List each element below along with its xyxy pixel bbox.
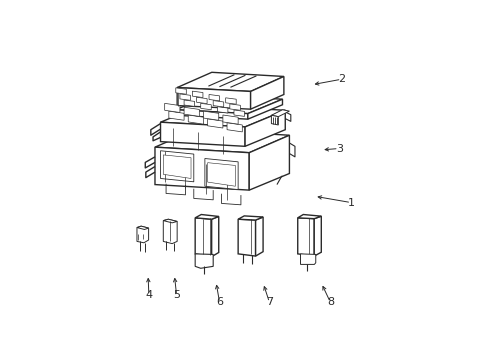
Polygon shape (164, 103, 180, 112)
Polygon shape (180, 94, 190, 100)
Text: 3: 3 (335, 144, 342, 153)
Polygon shape (192, 91, 203, 98)
Polygon shape (196, 97, 207, 104)
Polygon shape (177, 72, 284, 91)
Polygon shape (300, 254, 315, 264)
Polygon shape (271, 110, 289, 117)
Polygon shape (188, 115, 203, 124)
Polygon shape (137, 226, 148, 243)
Polygon shape (211, 216, 218, 257)
Polygon shape (226, 123, 242, 132)
Polygon shape (238, 219, 255, 256)
Polygon shape (217, 107, 227, 113)
Text: 8: 8 (327, 297, 334, 307)
Polygon shape (175, 110, 247, 119)
Polygon shape (177, 87, 250, 109)
Polygon shape (297, 215, 321, 219)
Polygon shape (175, 95, 282, 114)
Polygon shape (255, 217, 263, 256)
Polygon shape (271, 115, 278, 125)
Polygon shape (208, 94, 219, 101)
Polygon shape (195, 254, 213, 268)
Polygon shape (223, 115, 238, 124)
Polygon shape (183, 100, 194, 107)
Polygon shape (314, 216, 321, 256)
Polygon shape (175, 88, 186, 94)
Polygon shape (163, 219, 177, 223)
Polygon shape (233, 110, 244, 116)
Text: 2: 2 (338, 74, 345, 84)
Polygon shape (297, 218, 314, 256)
Polygon shape (160, 122, 244, 146)
Polygon shape (207, 163, 235, 186)
Polygon shape (163, 219, 177, 244)
Polygon shape (155, 130, 289, 153)
Polygon shape (213, 100, 224, 107)
Polygon shape (247, 99, 282, 119)
Polygon shape (163, 155, 191, 179)
Polygon shape (204, 158, 238, 190)
Polygon shape (195, 215, 218, 219)
Polygon shape (155, 147, 249, 190)
Text: 1: 1 (347, 198, 355, 208)
Polygon shape (183, 107, 199, 116)
Polygon shape (160, 105, 285, 127)
Polygon shape (160, 151, 193, 182)
Polygon shape (250, 76, 284, 109)
Polygon shape (207, 119, 223, 128)
Polygon shape (200, 103, 211, 110)
Text: 5: 5 (173, 291, 180, 301)
Polygon shape (195, 218, 211, 257)
Polygon shape (244, 110, 285, 146)
Text: 6: 6 (216, 297, 223, 307)
Text: 4: 4 (145, 291, 153, 301)
Polygon shape (238, 216, 263, 220)
Polygon shape (229, 104, 240, 110)
Polygon shape (249, 135, 289, 190)
Polygon shape (203, 111, 218, 120)
Polygon shape (137, 226, 148, 229)
Polygon shape (168, 111, 183, 120)
Text: 7: 7 (266, 297, 273, 307)
Polygon shape (225, 98, 236, 104)
